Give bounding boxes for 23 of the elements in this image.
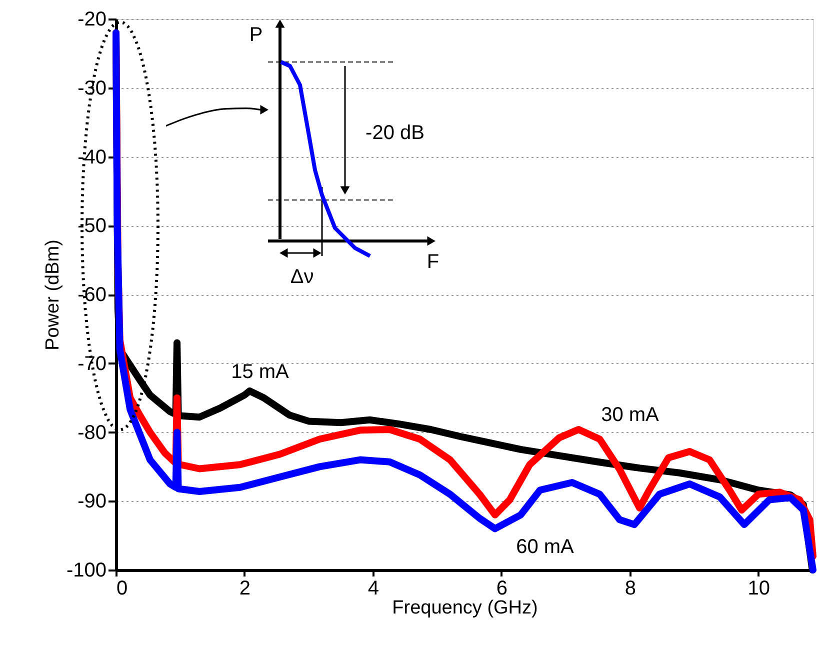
annotation: Δν bbox=[290, 266, 314, 288]
x-tick-label: 8 bbox=[624, 578, 636, 600]
series-label: 60 mA bbox=[516, 536, 575, 558]
x-axis-title: Frequency (GHz) bbox=[392, 598, 538, 618]
x-tick-label: 0 bbox=[116, 578, 128, 600]
annotation: -20 dB bbox=[366, 122, 424, 144]
x-tick-label: 10 bbox=[748, 578, 770, 600]
series-label: 15 mA bbox=[231, 361, 290, 383]
annotation: F bbox=[426, 251, 440, 273]
y-tick-label: -100 bbox=[66, 560, 106, 582]
y-tick-label: -60 bbox=[78, 284, 106, 306]
y-tick-label: -50 bbox=[78, 215, 106, 238]
x-tick-label: 2 bbox=[239, 578, 251, 600]
x-tick-label: 4 bbox=[368, 578, 380, 600]
y-tick-label: -70 bbox=[78, 352, 106, 375]
y-tick-label: -40 bbox=[78, 146, 106, 168]
annotation: P bbox=[249, 24, 263, 46]
series-label: 30 mA bbox=[601, 404, 660, 426]
y-tick-label: -20 bbox=[78, 8, 106, 30]
y-tick-label: -80 bbox=[78, 422, 106, 444]
y-axis-title: Power (dBm) bbox=[42, 240, 64, 350]
x-tick-label: 6 bbox=[496, 578, 508, 600]
y-tick-label: -90 bbox=[78, 490, 106, 513]
